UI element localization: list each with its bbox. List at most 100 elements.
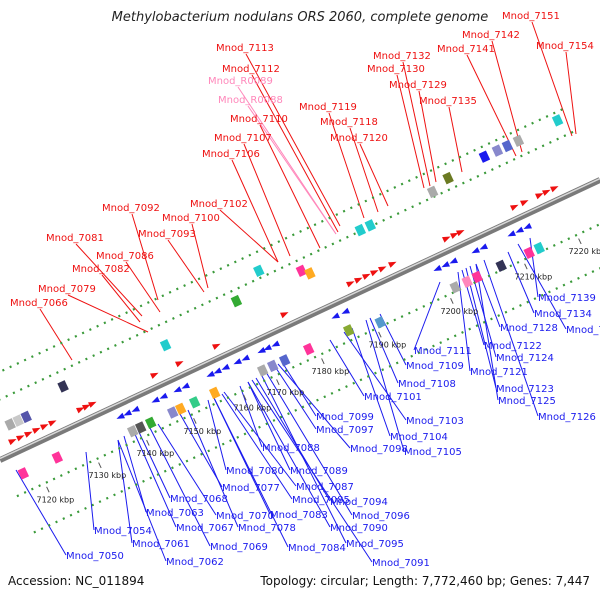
reverse-gene-arrow: [441, 261, 450, 268]
label-leader-line: [149, 427, 211, 547]
forward-gene-arrow: [370, 270, 379, 277]
gene-label: Mnod_7089: [290, 466, 348, 477]
forward-gene-block: [253, 264, 265, 278]
label-leader-line: [277, 363, 351, 449]
forward-gene-block: [512, 134, 525, 148]
forward-gene-arrow: [82, 404, 91, 411]
reverse-gene-block: [266, 359, 279, 373]
tick-mark: [276, 379, 280, 386]
reverse-gene-arrow: [206, 370, 215, 377]
label-leader-line: [402, 61, 431, 187]
gene-label: Mnod_7090: [330, 523, 388, 534]
label-leader-line: [137, 429, 171, 499]
reverse-gene-block: [461, 275, 473, 288]
gene-label: Mnod_7139: [538, 293, 596, 304]
gene-label: Mnod_7066: [10, 298, 68, 309]
gene-label: Mnod_7084: [288, 543, 346, 554]
forward-gene-arrow: [212, 343, 221, 350]
label-leader-line: [255, 377, 331, 502]
gene-label: Mnod_7119: [299, 102, 357, 113]
gene-label: Mnod_7063: [146, 508, 204, 519]
label-leader-line: [259, 124, 321, 249]
forward-gene-block: [12, 414, 24, 427]
label-leader-line: [213, 397, 289, 548]
forward-gene-arrow: [32, 427, 41, 434]
gene-label: Mnod_7095: [346, 539, 404, 550]
forward-gene-arrow: [48, 420, 57, 427]
label-leader-line: [157, 423, 217, 516]
gene-label: Mnod_7077: [222, 483, 280, 494]
label-leader-line: [247, 381, 331, 528]
tick-label: 7170 kbp: [267, 388, 305, 397]
forward-gene-block: [159, 338, 172, 352]
forward-gene-block: [364, 219, 377, 232]
label-leader-line: [565, 51, 577, 135]
reverse-gene-arrow: [515, 226, 524, 233]
gene-label: Mnod_7123: [496, 384, 554, 395]
forward-gene-arrow: [88, 401, 97, 408]
forward-gene-arrow: [354, 277, 363, 284]
forward-gene-arrow: [450, 232, 459, 239]
label-leader-line: [466, 54, 517, 157]
reverse-gene-block: [278, 354, 291, 367]
tick-label: 7140 kbp: [137, 449, 175, 458]
gene-label: Mnod_7109: [406, 361, 464, 372]
forward-gene-arrow: [550, 186, 559, 193]
label-leader-line: [275, 367, 317, 430]
gene-label: Mnod_7102: [190, 199, 248, 210]
reverse-gene-block: [256, 364, 269, 377]
reverse-gene-arrow: [159, 392, 168, 399]
label-leader-line: [483, 259, 539, 417]
gene-label: Mnod_R0089: [208, 76, 273, 87]
reverse-gene-block: [51, 451, 64, 464]
forward-gene-block: [4, 418, 16, 431]
gene-label: Mnod_7081: [46, 233, 104, 244]
gene-label: Mnod_7092: [102, 203, 160, 214]
gene-label: Mnod_7121: [470, 367, 528, 378]
label-leader-line: [67, 294, 149, 333]
tick-mark: [578, 238, 582, 245]
gene-label: Mnod_7128: [500, 323, 558, 334]
reverse-gene-block: [134, 421, 147, 434]
label-leader-line: [123, 435, 147, 513]
gene-label: Mnod_7151: [502, 11, 560, 22]
forward-gene-arrow: [542, 189, 551, 196]
forward-gene-arrow: [24, 431, 33, 438]
label-leader-line: [223, 391, 297, 487]
gene-label: Mnod_7061: [132, 539, 190, 550]
label-leader-line: [101, 274, 141, 323]
gene-label: Mnod_7107: [214, 133, 272, 144]
label-leader-line: [245, 53, 341, 227]
guide-line: [0, 106, 567, 373]
forward-gene-arrow: [378, 266, 387, 273]
label-leader-line: [448, 106, 463, 173]
gene-label: Mnod_7080: [226, 466, 284, 477]
gene-label: Mnod_7094: [330, 497, 388, 508]
label-leader-line: [167, 239, 205, 293]
label-leader-line: [187, 409, 239, 528]
gene-label: Mnod_7113: [216, 43, 274, 54]
label-leader-line: [221, 393, 293, 500]
forward-gene-block: [478, 150, 491, 163]
label-leader-line: [365, 319, 405, 452]
gene-label: Mnod_7124: [496, 353, 554, 364]
label-leader-line: [413, 281, 441, 351]
gene-label: Mnod_7098: [350, 444, 408, 455]
reverse-gene-arrow: [257, 346, 266, 354]
gene-label: Mnod_7082: [72, 264, 130, 275]
label-leader-line: [359, 143, 389, 207]
reverse-gene-arrow: [241, 354, 250, 361]
label-leader-line: [117, 439, 167, 562]
forward-gene-arrow: [362, 273, 371, 280]
tick-mark: [378, 331, 382, 338]
reverse-gene-arrow: [449, 257, 458, 264]
gene-label: Mnod_7141: [437, 44, 495, 55]
label-leader-line: [517, 243, 567, 330]
gene-label: Mnod_7079: [38, 284, 96, 295]
reverse-gene-arrow: [123, 409, 132, 416]
backbone-highlight: [0, 177, 600, 460]
tick-label: 7200 kbp: [441, 307, 479, 316]
reverse-gene-block: [342, 324, 355, 337]
gene-label: Mnod_7137: [566, 325, 600, 336]
